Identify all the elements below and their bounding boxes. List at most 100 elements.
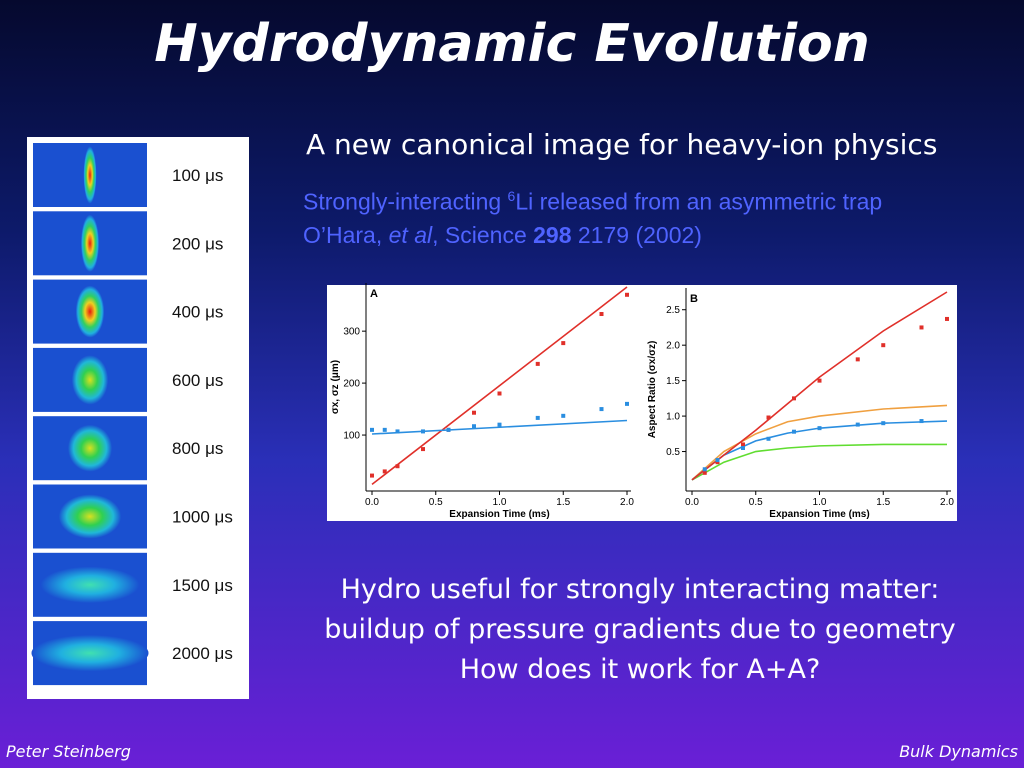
atom-cloud (83, 146, 97, 204)
x-tick-label: 1.5 (556, 497, 570, 508)
time-label: 1000 μs (172, 508, 233, 527)
body-text: Hydro useful for strongly interacting ma… (270, 570, 1010, 690)
figure-frame (327, 285, 957, 521)
panel-label: B (690, 293, 698, 305)
x-tick-label: 0.0 (365, 497, 379, 508)
time-label: 1500 μs (172, 576, 233, 595)
data-point (741, 446, 745, 450)
y-tick-label: 300 (343, 327, 360, 338)
data-point (472, 410, 476, 415)
atom-cloud (80, 214, 100, 272)
data-point (535, 415, 540, 420)
data-point (919, 419, 924, 424)
body-line: buildup of pressure gradients due to geo… (324, 614, 956, 645)
y-tick-label: 0.5 (666, 447, 680, 458)
panel-label: A (370, 288, 378, 300)
data-point (497, 391, 502, 396)
data-point (855, 357, 860, 362)
x-axis-label: Expansion Time (ms) (449, 509, 549, 520)
x-tick-label: 0.5 (749, 497, 763, 508)
y-tick-label: 1.5 (666, 376, 680, 387)
data-point (792, 429, 796, 434)
data-point (382, 469, 387, 474)
x-tick-label: 1.0 (493, 497, 507, 508)
time-label: 800 μs (172, 439, 223, 458)
atom-cloud (31, 634, 149, 672)
x-axis-label: Expansion Time (ms) (769, 509, 869, 520)
fit-line (691, 404, 948, 481)
data-point (817, 426, 822, 431)
y-tick-label: 2.5 (666, 305, 680, 316)
data-point (472, 424, 476, 429)
slide-title: Hydrodynamic Evolution (154, 14, 870, 74)
caption: Strongly-interacting 6Li released from a… (303, 188, 882, 216)
citation: O’Hara, et al, Science 298 2179 (2002) (303, 222, 702, 249)
time-label: 100 μs (172, 166, 223, 185)
data-point (702, 467, 707, 472)
data-point (370, 473, 374, 478)
y-tick-label: 200 (343, 379, 360, 390)
data-point (561, 413, 566, 418)
data-point (881, 421, 886, 426)
atom-cloud (67, 424, 113, 472)
data-point (715, 458, 720, 463)
data-point (370, 427, 374, 432)
y-tick-label: 2.0 (666, 341, 680, 352)
footer-left: Peter Steinberg (6, 742, 131, 761)
data-point (702, 470, 707, 475)
time-label: 400 μs (172, 303, 223, 322)
citation-text: , Science (432, 222, 534, 248)
y-tick-label: 1.0 (666, 412, 680, 423)
fit-line (371, 286, 628, 486)
citation-text: 2179 (2002) (571, 222, 702, 248)
data-point (599, 407, 604, 412)
data-point (382, 427, 387, 432)
caption-text: Strongly-interacting (303, 188, 508, 215)
subtitle: A new canonical image for heavy-ion phys… (306, 128, 938, 161)
atom-cloud (75, 285, 105, 338)
data-point (792, 396, 796, 401)
y-tick-label: 100 (343, 431, 360, 442)
data-point (625, 292, 629, 297)
data-point (766, 415, 771, 420)
x-tick-label: 2.0 (940, 497, 954, 508)
atom-cloud (40, 566, 140, 603)
fit-line (371, 419, 628, 435)
data-point (561, 341, 566, 346)
data-point (497, 422, 502, 427)
data-point (535, 361, 540, 366)
time-label: 2000 μs (172, 644, 233, 663)
x-tick-label: 0.5 (429, 497, 443, 508)
data-point (395, 429, 400, 434)
data-point (625, 401, 629, 406)
fit-line (691, 443, 947, 481)
x-tick-label: 1.0 (813, 497, 827, 508)
data-point (741, 442, 745, 447)
data-point (395, 464, 400, 469)
citation-text: et al (388, 222, 433, 248)
data-point (855, 422, 860, 427)
x-tick-label: 1.5 (876, 497, 890, 508)
y-axis-label: Aspect Ratio (σx/σz) (647, 341, 658, 439)
footer-right: Bulk Dynamics (899, 742, 1018, 761)
citation-text: O’Hara, (303, 222, 389, 248)
y-axis-label: σx, σz (μm) (330, 360, 341, 414)
caption-text: Li released from an asymmetric trap (515, 188, 883, 215)
time-label: 200 μs (172, 234, 223, 253)
data-point (945, 316, 949, 321)
atom-cloud (71, 355, 109, 405)
body-line: How does it work for A+A? (459, 654, 821, 685)
superscript: 6 (507, 188, 516, 204)
data-point (715, 460, 720, 465)
data-point (599, 312, 604, 317)
time-label: 600 μs (172, 371, 223, 390)
data-point (766, 436, 771, 441)
data-point (817, 378, 822, 383)
atom-cloud (58, 494, 122, 539)
data-point (881, 343, 886, 348)
data-point (919, 325, 924, 330)
data-point (421, 447, 425, 452)
x-tick-label: 0.0 (685, 497, 699, 508)
